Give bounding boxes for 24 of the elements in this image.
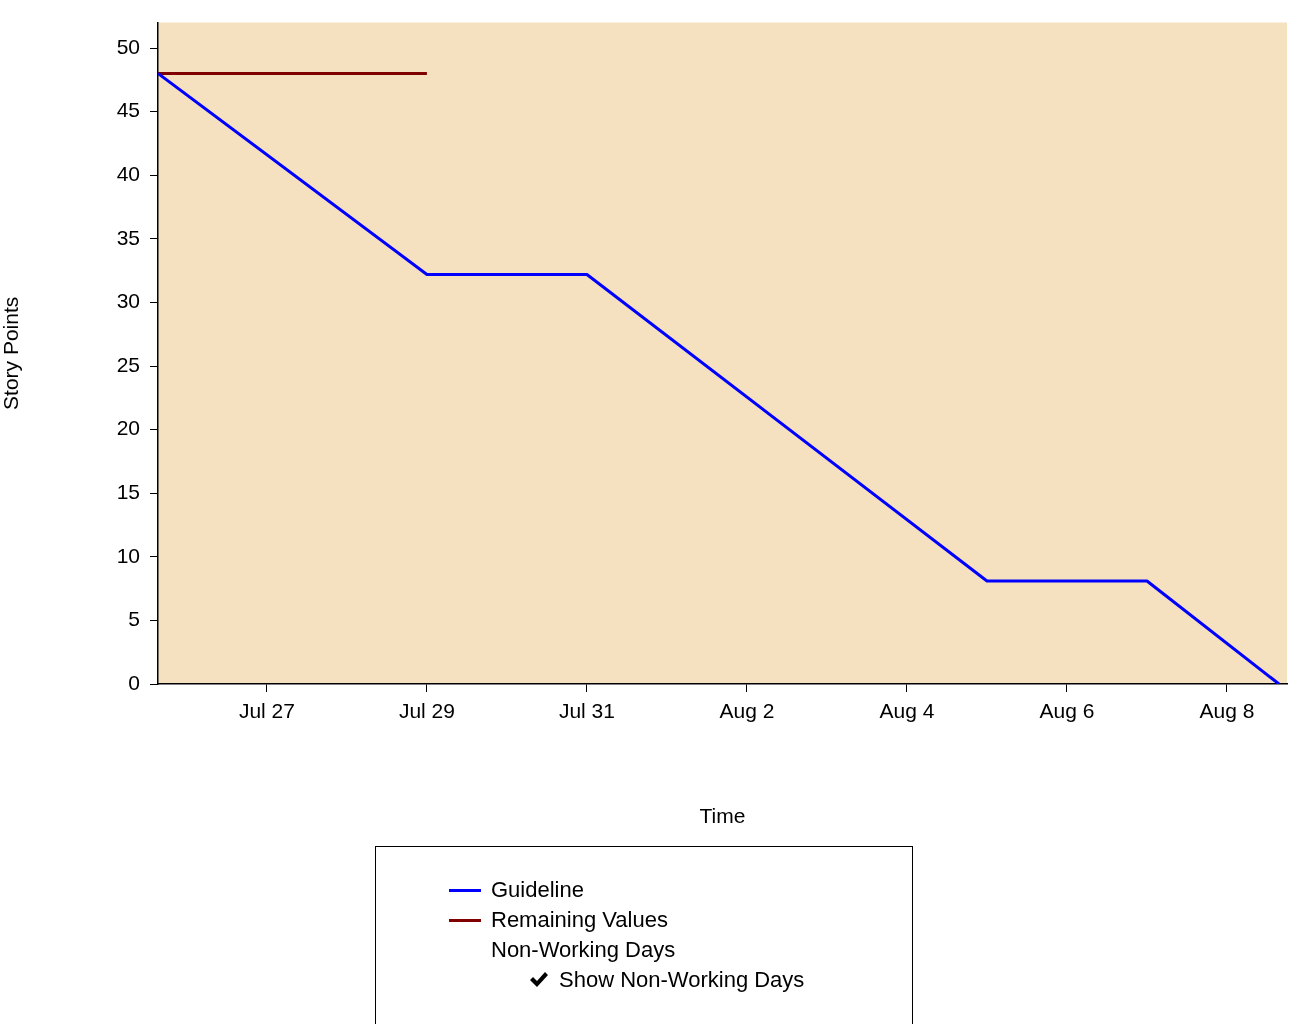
y-tick-label: 15: [116, 480, 140, 504]
y-tick-label: 40: [116, 162, 140, 186]
x-tick-label: Aug 8: [1199, 699, 1255, 723]
y-tick-label: 45: [116, 98, 140, 122]
y-tick-label: 0: [128, 670, 140, 694]
text: Show Non-Working Days: [559, 966, 805, 994]
x-tick-label: Aug 6: [1039, 699, 1095, 723]
y-tick-label: 30: [116, 289, 140, 313]
y-tick-label: 35: [116, 225, 140, 249]
y-tick-label: 50: [116, 34, 140, 58]
y-tick-label: 5: [128, 607, 140, 631]
y-tick-label: 20: [116, 416, 140, 440]
legend-label: Remaining Values: [491, 906, 668, 934]
x-tick-label: Jul 29: [398, 699, 455, 723]
x-tick-label: Jul 27: [238, 699, 295, 723]
x-axis-title: Time: [699, 804, 746, 828]
y-tick-label: 10: [116, 543, 140, 567]
y-axis-title: Story Points: [0, 296, 23, 410]
y-tick-label: 25: [116, 352, 140, 376]
x-tick-label: Aug 4: [879, 699, 935, 723]
legend-label: Guideline: [491, 876, 584, 904]
x-tick-label: Aug 2: [719, 699, 775, 723]
x-tick-label: Jul 31: [558, 699, 615, 723]
text: Non-Working Days: [491, 937, 676, 962]
